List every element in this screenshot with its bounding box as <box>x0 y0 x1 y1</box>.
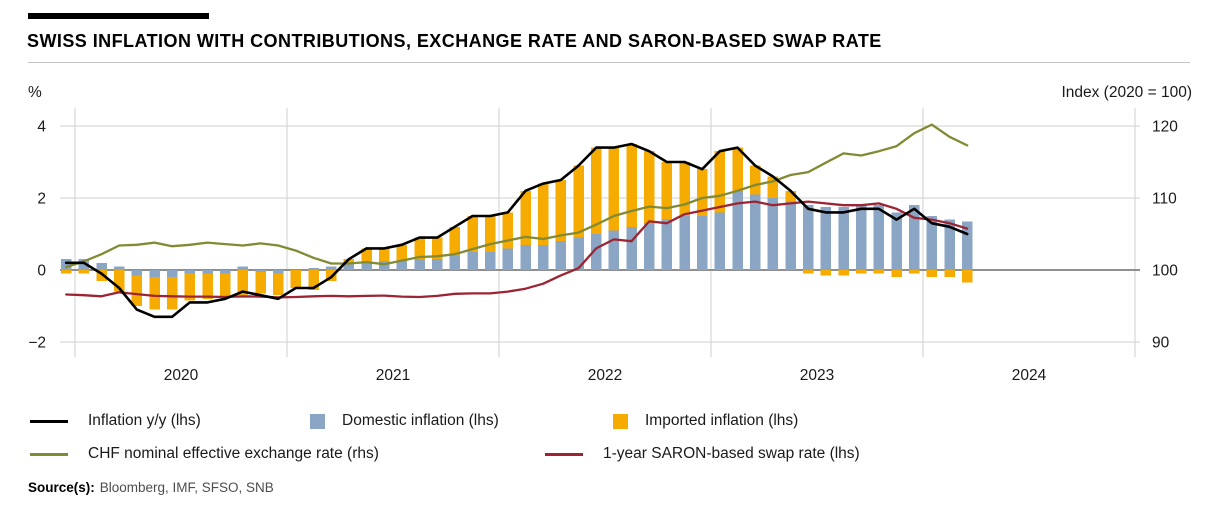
title-divider <box>28 62 1190 63</box>
left-tick: 2 <box>37 191 46 208</box>
legend-label-inflation: Inflation y/y (lhs) <box>88 412 201 429</box>
x-year-label: 2021 <box>376 367 410 384</box>
legend-item-imported: Imported inflation (lhs) <box>613 411 798 431</box>
neer-line-swatch <box>30 452 68 456</box>
right-tick: 110 <box>1152 191 1177 208</box>
line-inflation <box>64 142 969 319</box>
right-axis-unit: Index (2020 = 100) <box>1061 84 1192 101</box>
contribution-bars <box>60 144 973 310</box>
left-axis-unit: % <box>28 84 42 101</box>
left-tick: 0 <box>37 263 46 280</box>
source-line: Source(s): Bloomberg, IMF, SFSO, SNB <box>28 480 274 495</box>
x-year-label: 2022 <box>588 367 622 384</box>
legend-label-saron: 1-year SARON-based swap rate (lhs) <box>603 445 860 462</box>
legend-item-domestic: Domestic inflation (lhs) <box>310 411 499 431</box>
legend-label-domestic: Domestic inflation (lhs) <box>342 412 499 429</box>
line-saron <box>65 200 969 299</box>
domestic-bar-swatch <box>310 413 325 429</box>
left-tick: 4 <box>37 119 46 136</box>
right-tick: 120 <box>1152 119 1178 136</box>
right-tick: 90 <box>1152 335 1170 352</box>
legend-label-neer: CHF nominal effective exchange rate (rhs… <box>88 445 379 462</box>
page-title: SWISS INFLATION WITH CONTRIBUTIONS, EXCH… <box>27 31 882 51</box>
left-tick: −2 <box>28 335 46 352</box>
right-tick: 100 <box>1152 263 1178 280</box>
imported-bar-swatch <box>613 413 628 429</box>
x-year-label: 2020 <box>164 367 199 384</box>
source-label: Source(s): <box>28 480 95 495</box>
legend-item-neer: CHF nominal effective exchange rate (rhs… <box>30 444 379 464</box>
line-neer <box>65 123 969 269</box>
combo-chart: % Index (2020 = 100) 4 2 0 −2 120 110 100 90 2020 2… <box>28 84 1192 384</box>
x-year-label: 2023 <box>800 367 834 384</box>
x-year-label: 2024 <box>1012 367 1047 384</box>
saron-line-swatch <box>545 452 583 456</box>
legend-item-inflation: Inflation y/y (lhs) <box>30 411 201 431</box>
legend-item-saron: 1-year SARON-based swap rate (lhs) <box>545 444 860 464</box>
source-names: Bloomberg, IMF, SFSO, SNB <box>99 480 274 495</box>
legend-label-imported: Imported inflation (lhs) <box>645 412 799 429</box>
title-accent-bar <box>28 13 209 19</box>
inflation-line-swatch <box>30 419 68 423</box>
axis-labels: % Index (2020 = 100) 4 2 0 −2 120 110 100 90 2020 2… <box>28 84 1192 384</box>
